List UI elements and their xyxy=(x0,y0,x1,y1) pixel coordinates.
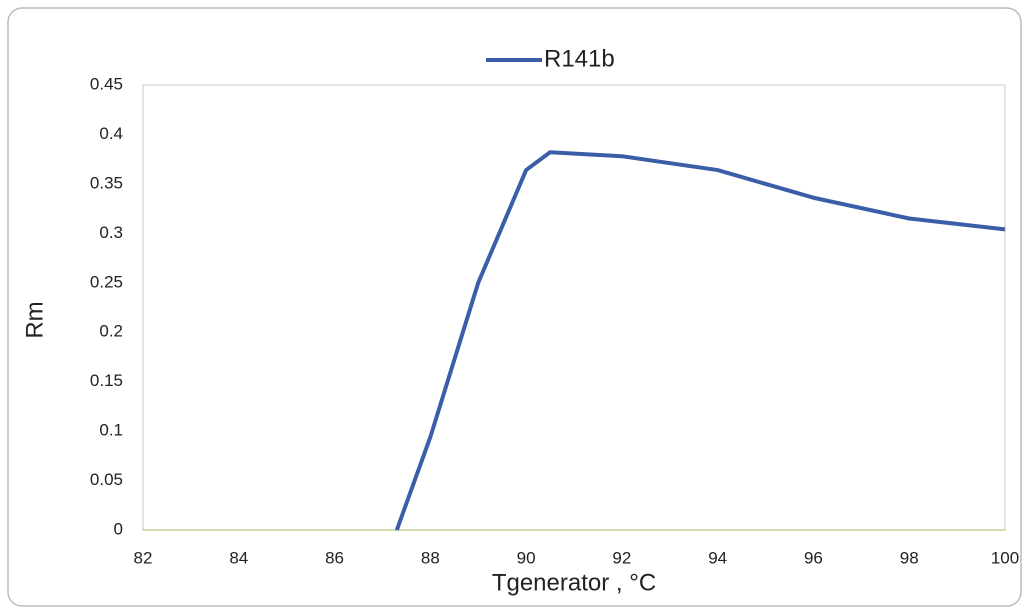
y-tick-label: 0.35 xyxy=(90,173,123,192)
y-axis-label: Rm xyxy=(21,301,48,338)
y-tick-label: 0.3 xyxy=(99,223,123,242)
x-tick-label: 100 xyxy=(991,548,1019,567)
y-tick-label: 0.05 xyxy=(90,470,123,489)
y-tick-label: 0.2 xyxy=(99,322,123,341)
y-tick-label: 0.15 xyxy=(90,371,123,390)
x-tick-label: 90 xyxy=(517,548,536,567)
x-tick-label: 88 xyxy=(421,548,440,567)
data-line xyxy=(394,150,1006,531)
y-tick-label: 0.25 xyxy=(90,272,123,291)
x-tick-label: 86 xyxy=(325,548,344,567)
y-tick-label: 0.45 xyxy=(90,74,123,93)
y-tick-label: 0 xyxy=(114,519,123,538)
x-tick-label: 92 xyxy=(612,548,631,567)
x-tick-label: 98 xyxy=(900,548,919,567)
x-tick-label: 96 xyxy=(804,548,823,567)
x-axis-label: Tgenerator , °C xyxy=(492,569,656,596)
y-tick-label: 0.1 xyxy=(99,421,123,440)
chart-frame xyxy=(7,7,1022,607)
x-tick-label: 94 xyxy=(708,548,727,567)
x-tick-label: 82 xyxy=(134,548,153,567)
legend-label: R141b xyxy=(544,45,615,72)
x-tick-label: 84 xyxy=(229,548,248,567)
y-tick-label: 0.4 xyxy=(99,124,123,143)
